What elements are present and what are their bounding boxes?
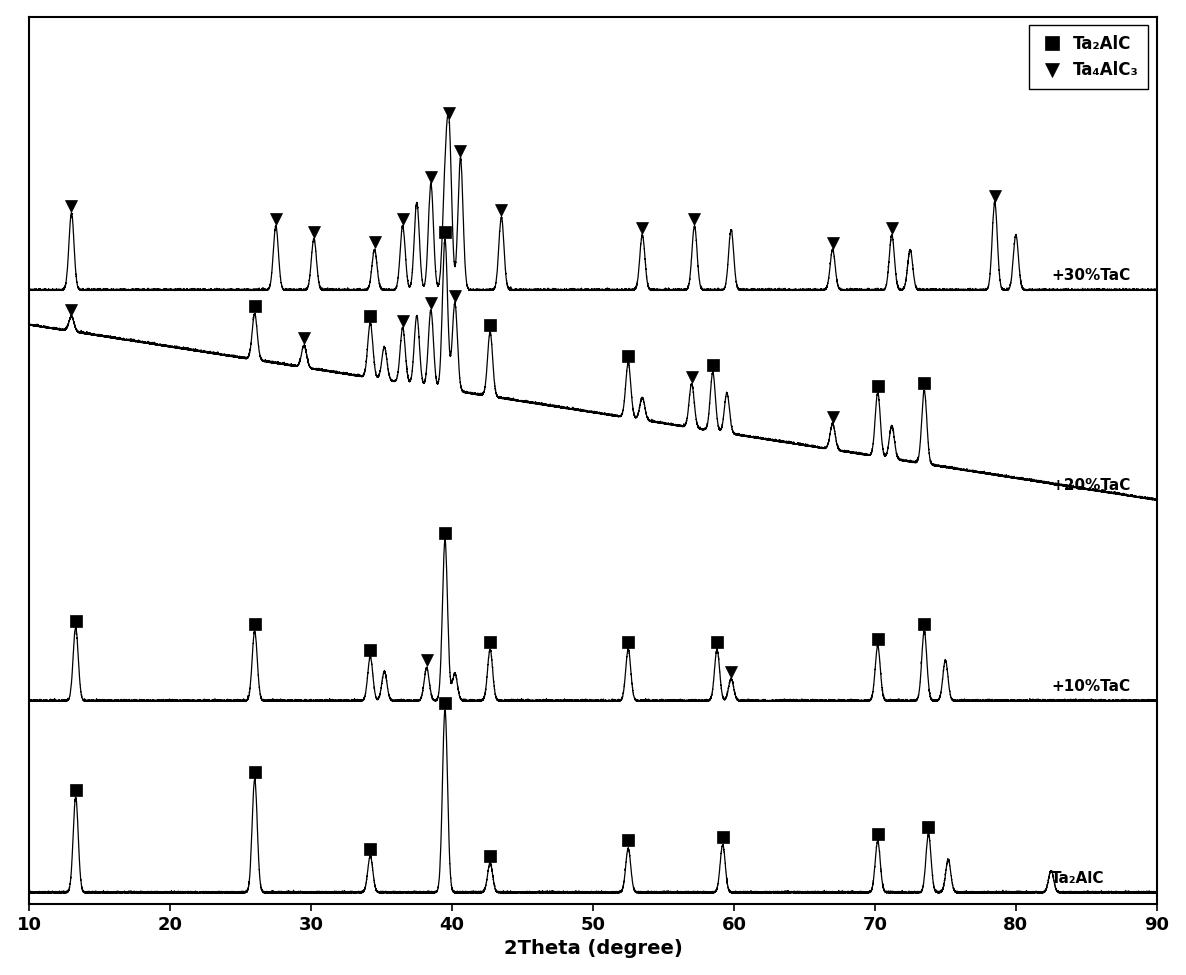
X-axis label: 2Theta (degree): 2Theta (degree): [504, 939, 682, 958]
Text: +30%TaC: +30%TaC: [1051, 268, 1130, 283]
Legend: Ta₂AlC, Ta₄AlC₃: Ta₂AlC, Ta₄AlC₃: [1029, 25, 1148, 90]
Text: Ta₂AlC: Ta₂AlC: [1051, 871, 1104, 885]
Text: +20%TaC: +20%TaC: [1051, 478, 1130, 493]
Text: +10%TaC: +10%TaC: [1051, 679, 1130, 694]
